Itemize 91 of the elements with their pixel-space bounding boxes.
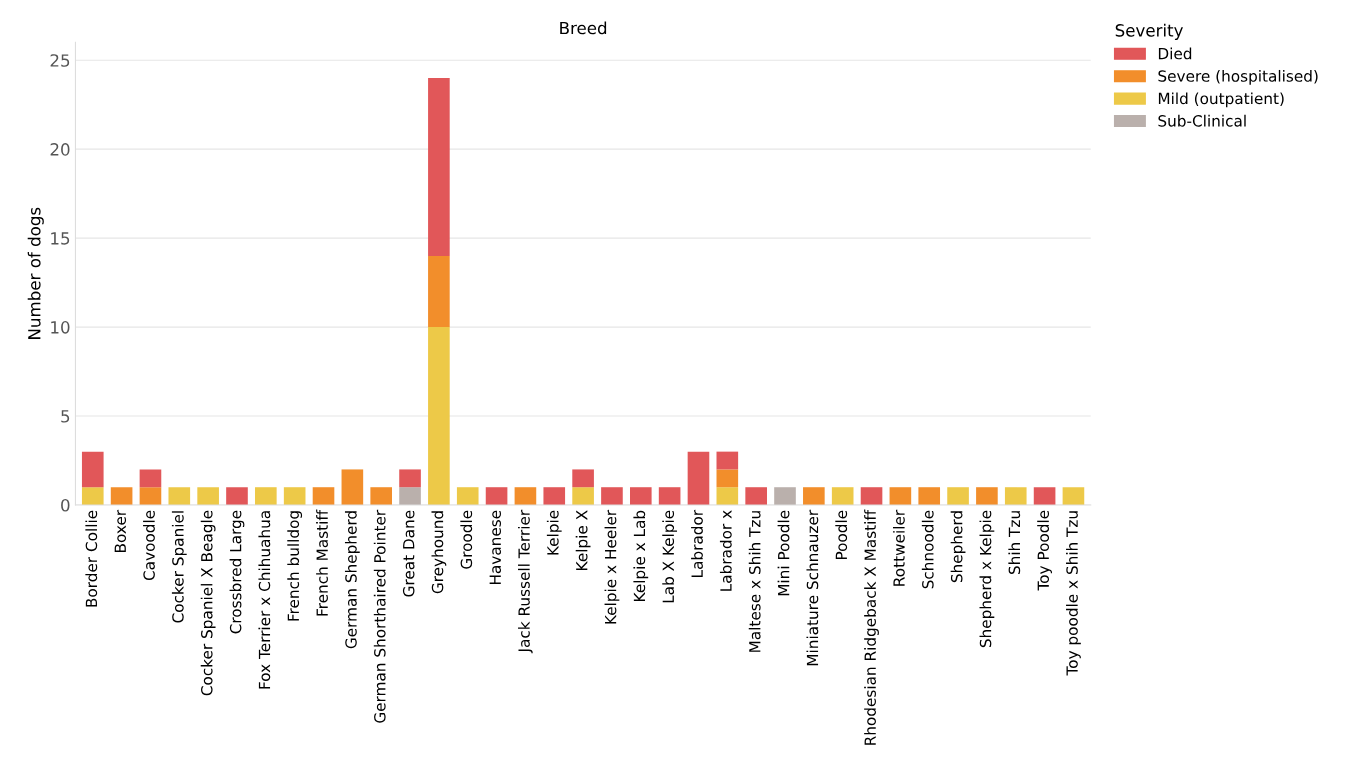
y-tick-label: 0	[61, 498, 70, 512]
bar	[485, 487, 508, 506]
x-tick-label: Shepherd x Kelpie	[979, 510, 995, 648]
x-tick-label: Havanese	[489, 510, 501, 585]
x-tick-label: Rottweiler	[892, 509, 905, 586]
legend-label: Severe (hospitalised)	[1158, 69, 1318, 85]
legend-label: Sub-Clinical	[1158, 114, 1246, 127]
y-tick-label: 15	[51, 232, 70, 245]
bar	[456, 487, 479, 506]
bar	[370, 487, 393, 506]
bar	[918, 487, 941, 506]
bar	[168, 487, 191, 506]
x-tick-label: French bulldog	[287, 511, 303, 621]
bar	[601, 487, 623, 506]
x-tick-label: Fox Terrier x Chihuahua	[258, 511, 271, 689]
legend-label: Mild (outpatient)	[1158, 92, 1284, 108]
x-tick-label: Lab X Kelpie	[662, 510, 678, 603]
x-tick-label: German Shepherd	[344, 511, 360, 649]
x-tick-label: German Shorthaired Pointer	[373, 509, 386, 723]
bar	[399, 469, 421, 488]
x-tick-label: Boxer	[114, 509, 127, 552]
x-tick-label: Cavoodle	[143, 510, 155, 581]
bar	[687, 451, 710, 506]
bar	[399, 487, 421, 506]
bar	[428, 327, 450, 506]
x-tick-label: Cocker Spaniel X Beagle	[200, 510, 216, 696]
bar	[139, 487, 162, 506]
x-tick-label: Kelpie x Heeler	[604, 509, 620, 624]
bar	[716, 487, 739, 506]
x-tick-label: Toy Poodle	[1037, 510, 1052, 591]
y-tick-label: 20	[50, 143, 70, 156]
x-tick-label: Kelpie	[546, 510, 562, 555]
bar	[81, 451, 104, 488]
x-tick-label: Kelpie x Lab	[633, 510, 649, 601]
bar	[947, 487, 969, 506]
bar	[803, 487, 825, 506]
bar	[572, 487, 594, 506]
bar	[1033, 487, 1056, 506]
bar	[341, 469, 364, 506]
x-tick-label: Poodle	[835, 510, 848, 560]
x-tick-label: Great Dane	[402, 510, 415, 597]
bar	[139, 469, 162, 488]
bar	[283, 487, 306, 506]
bar	[572, 469, 594, 488]
bar	[428, 255, 450, 328]
x-tick-label: Shih Tzu	[1008, 511, 1021, 575]
bar	[889, 487, 912, 506]
x-tick-label: Crossbred Large	[229, 510, 245, 634]
legend-label: Died	[1158, 47, 1192, 60]
bar	[716, 451, 739, 470]
x-tick-label: Maltese x Shih Tzu	[748, 511, 761, 652]
bar	[745, 487, 767, 506]
chart-title: Breed	[560, 21, 607, 35]
x-tick-label: Kelpie X	[575, 510, 591, 570]
x-tick-label: Labrador x	[719, 510, 732, 591]
legend-title: Severity	[1115, 23, 1183, 40]
x-tick-label: Greyhound	[431, 511, 447, 594]
bar	[658, 487, 681, 506]
bar	[81, 487, 104, 506]
bar	[774, 487, 796, 506]
bar	[831, 487, 854, 506]
x-tick-label: French Mastiff	[316, 509, 328, 616]
y-axis-title: Number of dogs	[27, 207, 44, 339]
bar	[110, 487, 133, 506]
x-tick-label: Toy poodle x Shih Tzu	[1066, 511, 1081, 676]
bar	[1062, 487, 1085, 506]
x-tick-label: Mini Poodle	[777, 510, 790, 596]
bar	[543, 487, 566, 506]
bar	[255, 487, 277, 506]
bar	[860, 487, 883, 506]
x-tick-label: Miniature Schnauzer	[806, 509, 819, 666]
x-tick-label: Shepherd	[950, 511, 966, 583]
bar	[312, 487, 335, 506]
x-tick-label: Border Collie	[85, 510, 98, 607]
bar	[226, 487, 248, 506]
bar	[1004, 487, 1027, 506]
bar	[976, 487, 998, 506]
bar	[629, 487, 652, 506]
x-tick-label: Rhodesian Ridgeback X Mastiff	[864, 509, 879, 745]
x-tick-label: Groodle	[460, 510, 473, 569]
x-tick-label: Schnoodle	[921, 510, 934, 589]
bar	[716, 469, 739, 488]
x-tick-label: Cocker Spaniel	[171, 511, 187, 623]
y-tick-label: 5	[61, 410, 70, 423]
y-tick-label: 25	[50, 54, 70, 67]
bar	[428, 77, 450, 256]
bar	[197, 487, 219, 506]
x-tick-label: Labrador	[691, 509, 703, 577]
y-tick-label: 10	[51, 321, 70, 334]
bar	[514, 487, 537, 506]
x-tick-label: Jack Russell Terrier	[518, 509, 533, 654]
